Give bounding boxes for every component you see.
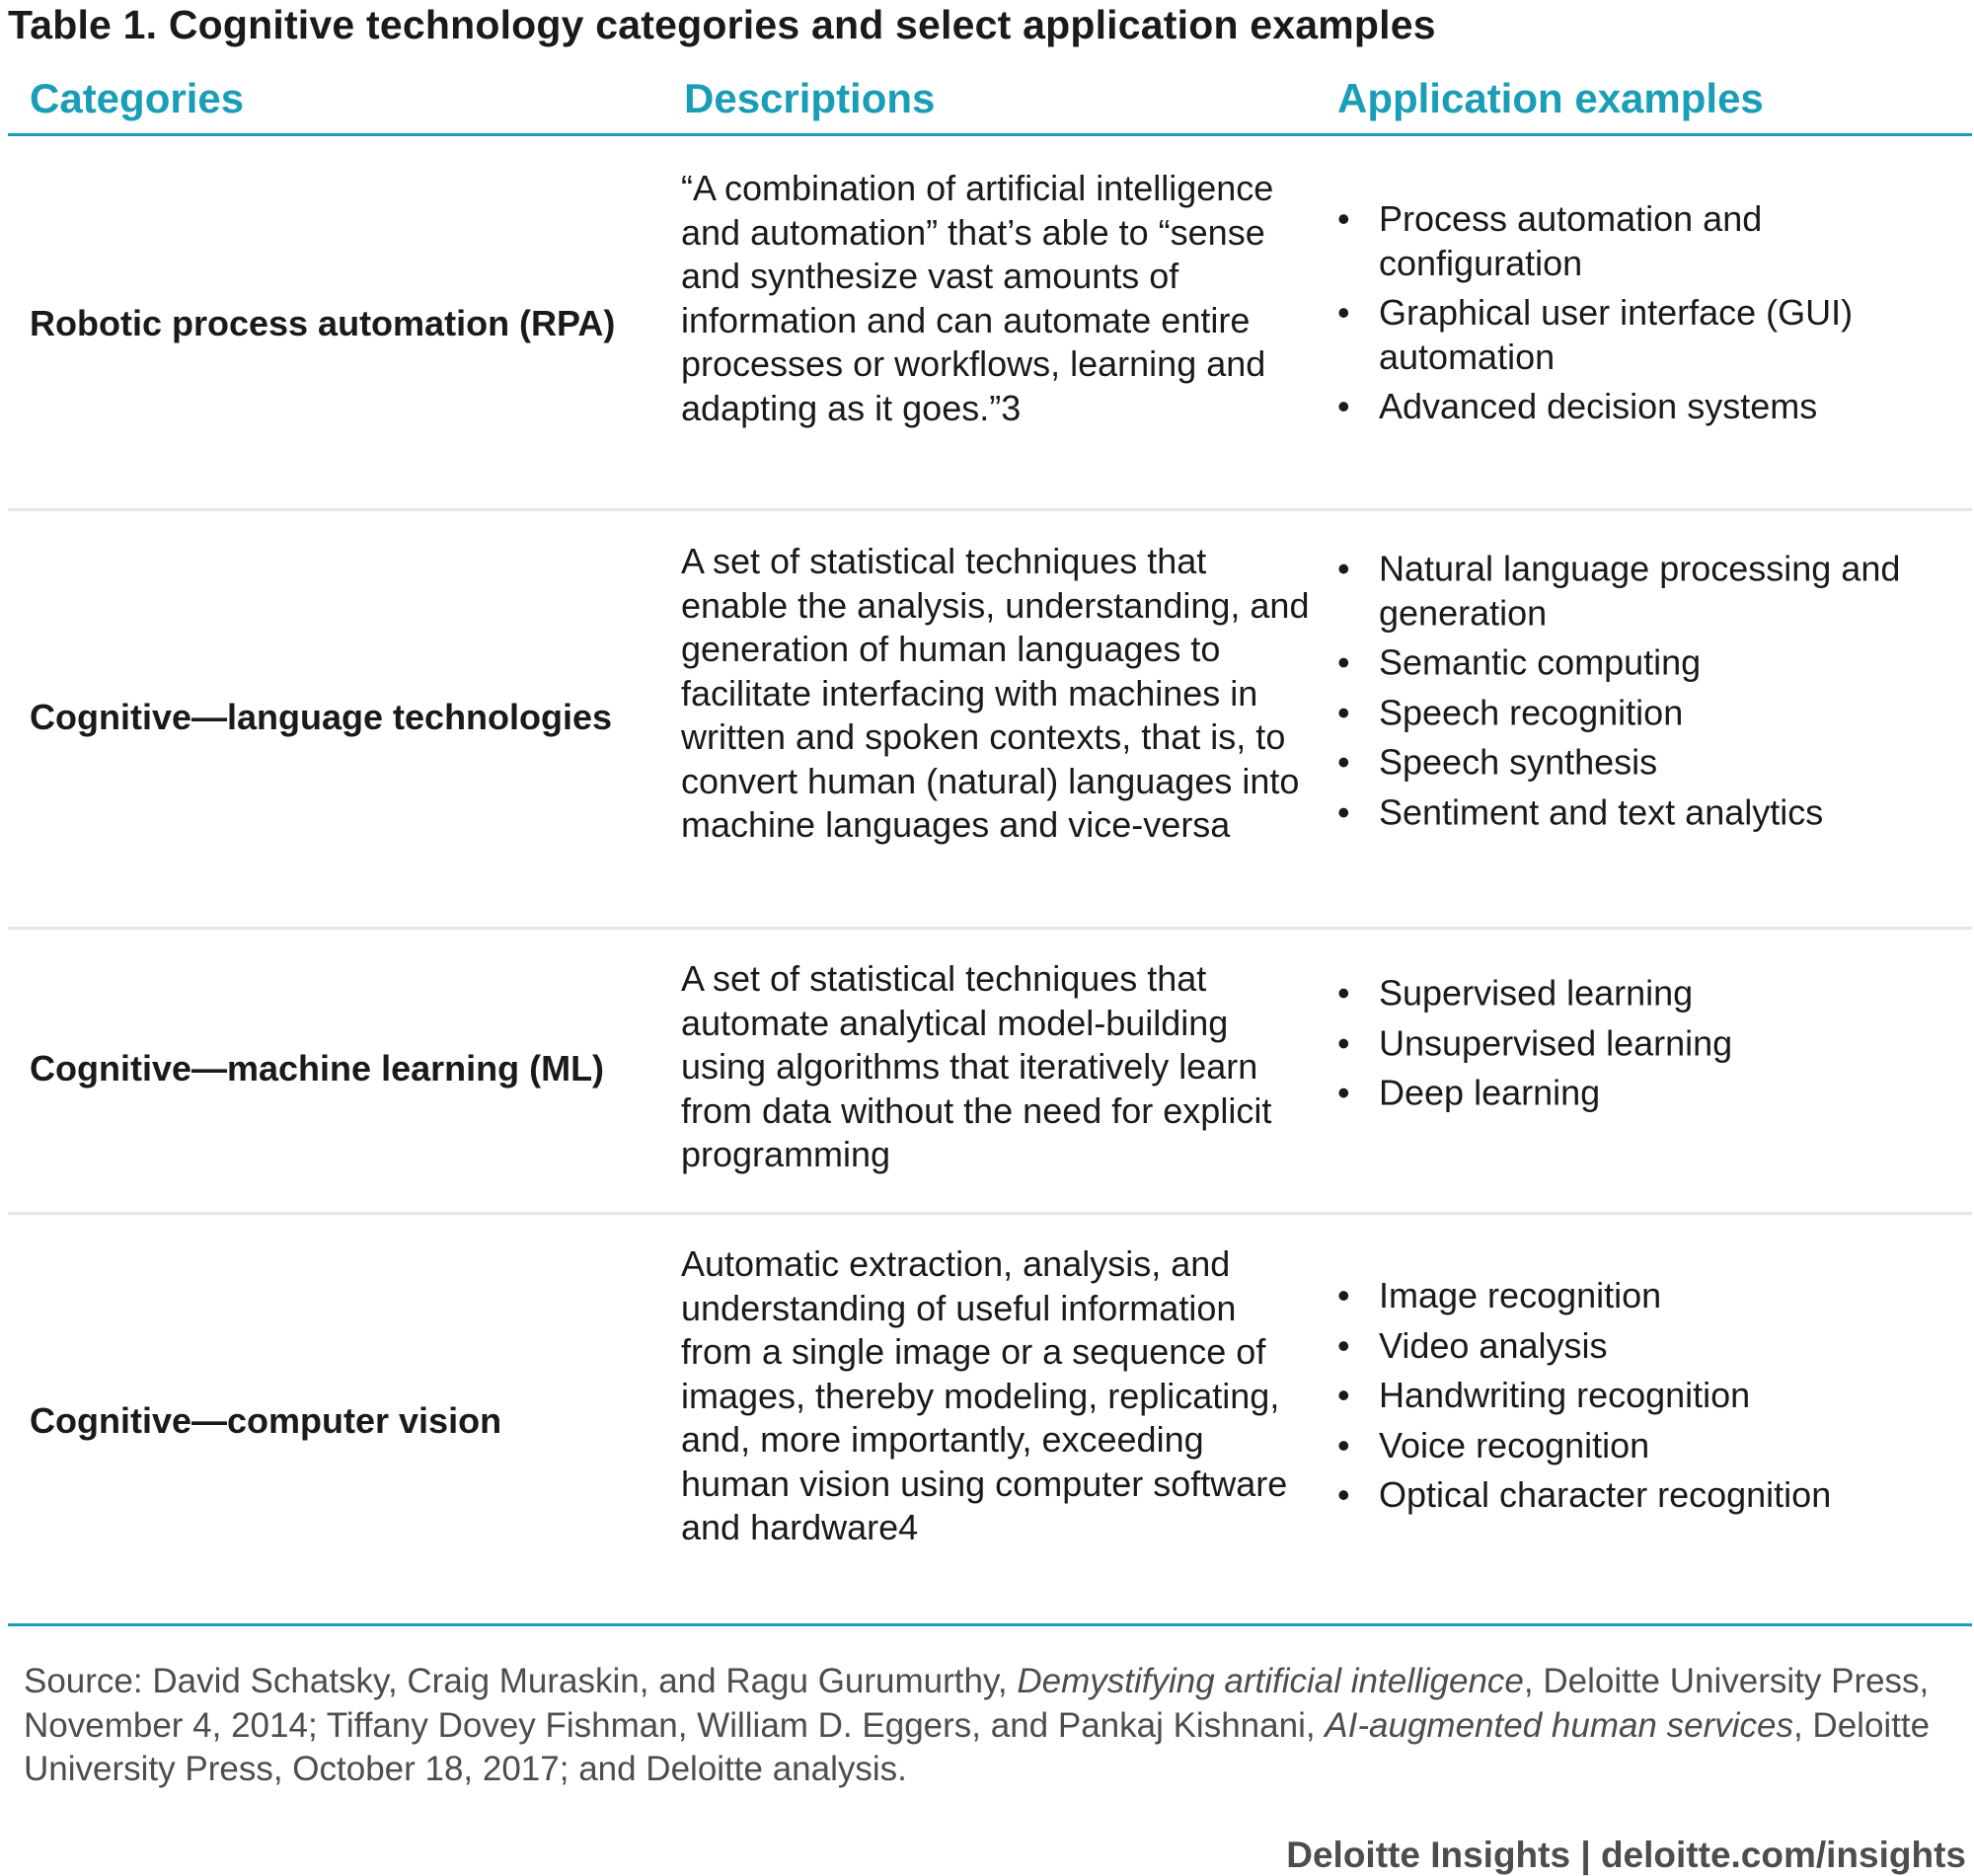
header-rule: [8, 133, 1972, 136]
application-item-label: Semantic computing: [1379, 641, 1702, 683]
application-item: • Handwriting recognition: [1337, 1374, 1969, 1418]
application-item-label: Sentiment and text analytics: [1379, 791, 1824, 832]
bullet-icon: •: [1337, 1424, 1350, 1465]
source-prefix: Source: David Schatsky, Craig Muraskin, …: [24, 1662, 1018, 1700]
application-item: • Optical character recognition: [1337, 1473, 1969, 1518]
row-divider: [8, 927, 1972, 930]
application-item-label: Supervised learning: [1379, 972, 1694, 1013]
application-item: • Image recognition: [1337, 1274, 1969, 1318]
application-item: • Supervised learning: [1337, 971, 1969, 1015]
row-divider: [8, 1212, 1972, 1215]
bullet-icon: •: [1337, 641, 1350, 683]
row-applications: • Natural language processing and generat…: [1337, 548, 1969, 841]
bullet-icon: •: [1337, 791, 1350, 832]
application-item-label: Deep learning: [1379, 1072, 1601, 1113]
application-item: • Process automation and configuration: [1337, 197, 1969, 285]
application-item-label: Speech synthesis: [1379, 741, 1658, 783]
bullet-icon: •: [1337, 1324, 1350, 1366]
row-applications: • Supervised learning • Unsupervised learni…: [1337, 971, 1969, 1121]
application-item-label: Image recognition: [1379, 1274, 1662, 1315]
row-description-text: Automatic extraction, analysis, and unde…: [681, 1243, 1288, 1547]
source-title-1: Demystifying artificial intelligence: [1017, 1662, 1524, 1700]
table-title: Table 1. Cognitive technology categories…: [8, 2, 1436, 47]
row-description-text: A set of statistical techniques that ena…: [681, 541, 1310, 845]
application-item-label: Unsupervised learning: [1379, 1021, 1733, 1063]
application-item: • Graphical user interface (GUI) automati…: [1337, 291, 1969, 379]
application-item-label: Process automation and configuration: [1379, 197, 1763, 283]
application-item: • Unsupervised learning: [1337, 1021, 1969, 1066]
row-description-text: “A combination of artificial intelligenc…: [681, 168, 1274, 428]
row-description: A set of statistical techniques that ena…: [681, 540, 1313, 848]
row-description: A set of statistical techniques that aut…: [681, 957, 1313, 1177]
application-item-label: Voice recognition: [1379, 1424, 1650, 1465]
bullet-icon: •: [1337, 197, 1350, 239]
application-item-label: Natural language processing and generati…: [1379, 548, 1901, 634]
application-item: • Advanced decision systems: [1337, 385, 1969, 429]
application-item-label: Handwriting recognition: [1379, 1374, 1751, 1415]
header-descriptions: Descriptions: [684, 75, 936, 121]
application-item: • Sentiment and text analytics: [1337, 790, 1969, 835]
row-category: Cognitive—language technologies: [30, 697, 613, 737]
source-suffix: , Deloitte University Press, October 18,…: [24, 1705, 1931, 1789]
source-title-2: AI-augmented human services: [1325, 1705, 1793, 1745]
application-item: • Semantic computing: [1337, 641, 1969, 686]
bullet-icon: •: [1337, 385, 1350, 426]
application-item-label: Optical character recognition: [1379, 1473, 1832, 1515]
bullet-icon: •: [1337, 291, 1350, 333]
application-item-label: Video analysis: [1379, 1324, 1608, 1366]
row-applications: • Process automation and configuration • Gr…: [1337, 197, 1969, 435]
source-mid: , Deloitte University Press, November 4,…: [24, 1662, 1930, 1745]
application-item-label: Graphical user interface (GUI) automatio…: [1379, 291, 1854, 377]
row-category: Cognitive—computer vision: [30, 1400, 502, 1441]
application-item-label: Speech recognition: [1379, 692, 1684, 732]
application-item: • Deep learning: [1337, 1071, 1969, 1115]
bullet-icon: •: [1337, 1473, 1350, 1515]
bullet-icon: •: [1337, 1374, 1350, 1415]
bullet-icon: •: [1337, 548, 1350, 589]
row-description-text: A set of statistical techniques that aut…: [681, 958, 1272, 1174]
application-item-label: Advanced decision systems: [1379, 385, 1818, 426]
bullet-icon: •: [1337, 692, 1350, 732]
header-categories: Categories: [30, 75, 245, 121]
bullet-icon: •: [1337, 1072, 1350, 1113]
row-applications: • Image recognition • Video analysis • Handwr…: [1337, 1274, 1969, 1524]
application-item: • Speech recognition: [1337, 691, 1969, 735]
application-item: • Speech synthesis: [1337, 741, 1969, 786]
table-bottom-rule: [8, 1623, 1972, 1626]
application-item: • Natural language processing and generat…: [1337, 548, 1969, 636]
row-description: “A combination of artificial intelligenc…: [681, 167, 1313, 430]
bullet-icon: •: [1337, 1021, 1350, 1063]
header-application-examples: Application examples: [1337, 75, 1764, 121]
row-divider: [8, 508, 1972, 511]
row-category: Robotic process automation (RPA): [30, 303, 616, 343]
source-note: Source: David Schatsky, Craig Muraskin, …: [24, 1660, 1938, 1792]
application-item: • Video analysis: [1337, 1323, 1969, 1368]
bullet-icon: •: [1337, 1274, 1350, 1315]
row-description: Automatic extraction, analysis, and unde…: [681, 1242, 1313, 1550]
application-item: • Voice recognition: [1337, 1423, 1969, 1467]
bullet-icon: •: [1337, 972, 1350, 1013]
row-category: Cognitive—machine learning (ML): [30, 1048, 605, 1088]
brand-footer: Deloitte Insights | deloitte.com/insight…: [1286, 1835, 1966, 1875]
bullet-icon: •: [1337, 741, 1350, 783]
